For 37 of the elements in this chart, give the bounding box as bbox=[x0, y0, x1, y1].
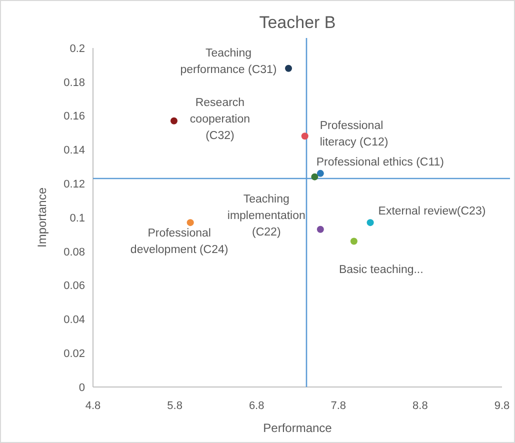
point bbox=[366, 219, 374, 226]
point bbox=[316, 170, 324, 177]
point bbox=[311, 173, 318, 180]
series-label: Teaching implementation (C22) bbox=[227, 193, 306, 238]
y-tick-label: 0.12 bbox=[64, 178, 85, 190]
x-axis-title: Performance bbox=[263, 421, 332, 435]
point bbox=[186, 219, 194, 226]
x-tick-label: 8.8 bbox=[412, 400, 428, 412]
y-tick-label: 0.04 bbox=[64, 314, 85, 326]
point bbox=[170, 117, 178, 124]
y-tick-label: 0.06 bbox=[64, 280, 85, 292]
point bbox=[285, 64, 292, 72]
series-label: Professional development (C24) bbox=[130, 228, 228, 256]
y-tick-label: 0.14 bbox=[64, 144, 85, 157]
y-tick-label: 0.02 bbox=[64, 348, 85, 360]
y-tick-label: 0.1 bbox=[70, 212, 85, 224]
series-label: External review(C23) bbox=[378, 206, 486, 218]
point bbox=[350, 238, 358, 245]
series-label: Professional ethics (C11) bbox=[316, 156, 444, 168]
point bbox=[316, 226, 324, 233]
x-tick-label: 6.8 bbox=[248, 400, 264, 412]
x-tick-label: 5.8 bbox=[167, 400, 182, 412]
y-tick-label: 0 bbox=[78, 382, 85, 394]
series-label: Research cooperation (C32) bbox=[190, 96, 250, 142]
series-label: Professional literacy (C12) bbox=[320, 120, 388, 149]
y-axis-title: Importance bbox=[35, 187, 49, 248]
text: Basic teaching... bbox=[338, 264, 424, 276]
x-tick-label: 9.8 bbox=[494, 400, 510, 412]
y-tick-label: 0.18 bbox=[64, 76, 85, 89]
y-tick-label: 0.08 bbox=[64, 246, 85, 258]
y-tick-label: 0.16 bbox=[64, 110, 85, 123]
x-tick-label: 7.8 bbox=[330, 400, 346, 412]
chart-title: Teacher B bbox=[259, 13, 336, 32]
x-tick-label: 4.8 bbox=[85, 400, 101, 412]
y-tick-label: 0.2 bbox=[70, 42, 85, 55]
series-label: Teaching performance (C31) bbox=[180, 47, 277, 76]
point bbox=[301, 132, 308, 140]
